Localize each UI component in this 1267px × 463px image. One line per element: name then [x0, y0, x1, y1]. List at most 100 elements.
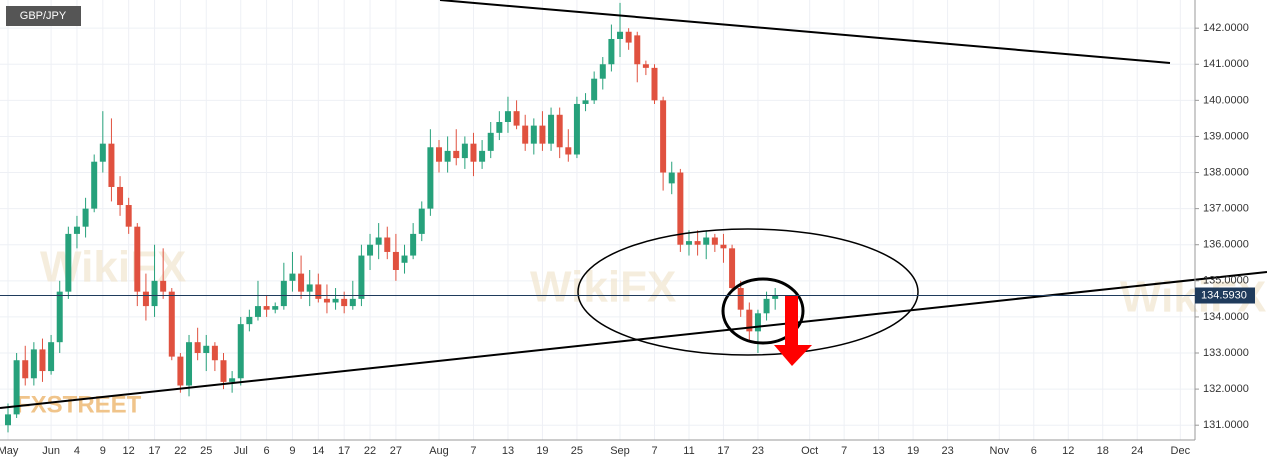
y-tick-label: 131.0000	[1203, 419, 1249, 431]
annotations	[0, 0, 1267, 409]
candle-body	[548, 114, 555, 144]
x-tick-label: 19	[907, 445, 919, 457]
candle-body	[315, 284, 322, 299]
candle-body	[254, 306, 261, 317]
arrow-shaft	[785, 296, 798, 346]
candle-body	[703, 237, 710, 245]
candle-body	[685, 241, 692, 245]
candle-body	[754, 313, 761, 332]
candle-body	[194, 342, 201, 354]
y-tick-label: 133.0000	[1203, 347, 1249, 359]
candle-body	[651, 67, 658, 101]
candle-body	[711, 237, 718, 245]
candle-body	[565, 147, 572, 155]
candle-body	[73, 226, 80, 234]
y-tick-label: 139.0000	[1203, 130, 1249, 142]
x-tick-label: Jun	[42, 445, 60, 457]
candle-body	[746, 309, 753, 332]
x-tick-label: Dec	[1171, 445, 1191, 457]
candle-body	[444, 150, 451, 162]
candle-body	[668, 172, 675, 184]
x-tick-label: 7	[651, 445, 657, 457]
candle-body	[461, 143, 468, 159]
candle-body	[298, 273, 305, 292]
candle-body	[436, 147, 442, 162]
candles	[5, 2, 779, 433]
x-tick-label: Nov	[990, 445, 1010, 457]
candle-body	[341, 298, 348, 307]
x-tick-label: 17	[717, 445, 729, 457]
candle-body	[306, 284, 313, 292]
watermark: WikiFX	[530, 263, 676, 312]
candle-body	[401, 255, 408, 263]
candle-body	[479, 150, 486, 162]
candle-body	[625, 31, 632, 43]
x-tick-label: 24	[1131, 445, 1143, 457]
y-tick-label: 134.0000	[1203, 311, 1249, 323]
candle-body	[125, 205, 132, 227]
candle-body	[358, 255, 365, 299]
candle-body	[237, 324, 244, 379]
candle-body	[272, 306, 279, 310]
candle-body	[134, 226, 141, 292]
x-tick-label: 13	[502, 445, 514, 457]
candle-body	[289, 273, 296, 281]
x-tick-label: Aug	[429, 445, 449, 457]
x-tick-label: 12	[1062, 445, 1074, 457]
x-tick-label: Oct	[801, 445, 818, 457]
y-tick-label: 140.0000	[1203, 94, 1249, 106]
chart-title: GBP/JPY	[20, 10, 67, 22]
x-tick-label: 12	[123, 445, 135, 457]
y-tick-label: 137.0000	[1203, 203, 1249, 215]
candle-body	[384, 237, 391, 252]
candle-body	[487, 132, 494, 151]
x-tick-label: 9	[289, 445, 295, 457]
candle-body	[30, 349, 37, 379]
x-tick-label: 27	[390, 445, 402, 457]
candle-body	[91, 161, 98, 209]
x-tick-label: Sep	[610, 445, 630, 457]
candle-body	[229, 378, 236, 382]
candle-body	[168, 291, 175, 357]
candle-body	[108, 143, 115, 187]
candle-body	[117, 186, 124, 206]
candle-body	[56, 291, 63, 343]
candle-body	[13, 360, 20, 415]
candle-body	[591, 78, 598, 101]
candle-body	[720, 244, 727, 249]
last-price-box	[1195, 287, 1255, 304]
candle-body	[582, 100, 589, 104]
x-tick-label: 18	[1097, 445, 1109, 457]
candle-body	[772, 295, 779, 299]
x-tick-label: 17	[338, 445, 350, 457]
candle-body	[5, 414, 11, 426]
x-tick-label: 17	[148, 445, 160, 457]
candle-body	[539, 125, 546, 144]
candle-body	[211, 345, 218, 361]
candle-body	[375, 237, 382, 245]
candle-body	[496, 122, 503, 133]
candle-body	[323, 298, 330, 303]
trend-line	[0, 271, 1267, 409]
y-tick-label: 142.0000	[1203, 22, 1249, 34]
x-tick-label: 25	[200, 445, 212, 457]
ellipse	[721, 277, 805, 345]
candle-body	[660, 100, 667, 173]
candle-body	[729, 248, 736, 289]
candle-body	[573, 103, 580, 155]
candle-body	[177, 356, 184, 386]
x-tick-label: 11	[683, 445, 694, 457]
y-tick-label: 132.0000	[1203, 383, 1249, 395]
candle-body	[522, 125, 529, 144]
candle-body	[530, 125, 537, 144]
candle-body	[453, 150, 460, 159]
candle-body	[280, 280, 287, 307]
candle-body	[634, 35, 641, 65]
candle-body	[99, 143, 106, 162]
x-tick-label: 13	[872, 445, 884, 457]
candle-body	[677, 172, 684, 245]
y-tick-label: 135.0000	[1203, 275, 1249, 287]
x-tick-label: 25	[571, 445, 583, 457]
